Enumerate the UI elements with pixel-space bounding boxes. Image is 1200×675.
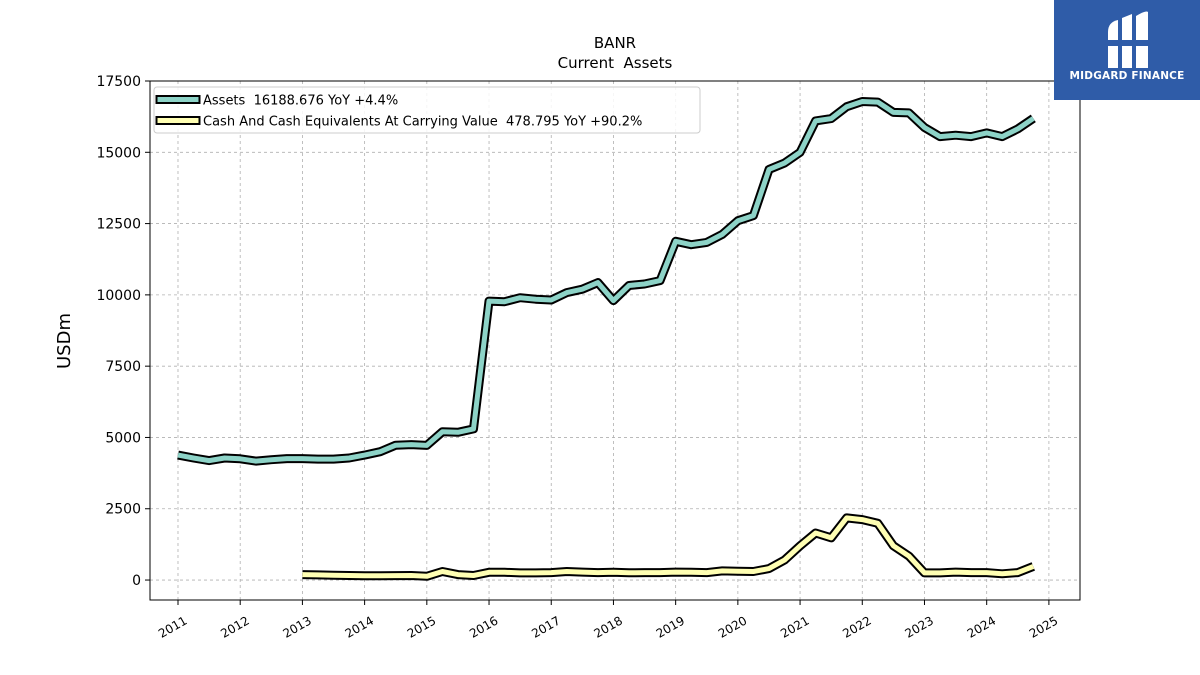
- x-tick-label: 2013: [280, 613, 313, 640]
- series-line-cash-outline: [302, 513, 1035, 581]
- x-tick-label: 2018: [591, 613, 624, 640]
- y-tick-label: 0: [132, 573, 141, 589]
- gridlines: [150, 80, 1080, 600]
- x-axis-ticks: 2011 2012 2013 2014 2015 2016 2017 2018 2019 2020…: [156, 600, 1060, 641]
- plot-frame: [149, 80, 1081, 601]
- chart-title: BANR: [594, 34, 636, 52]
- x-tick-label: 2022: [840, 613, 873, 640]
- series-line-assets: [177, 99, 1035, 464]
- series-line-assets-outline: [177, 97, 1036, 466]
- y-tick-label: 12500: [96, 217, 141, 233]
- x-tick-label: 2024: [965, 613, 998, 640]
- x-tick-label: 2019: [654, 613, 687, 640]
- legend: Assets 16188.676 YoY +4.4% Cash And Cash…: [153, 86, 701, 134]
- legend-label-assets: Assets 16188.676 YoY +4.4%: [203, 94, 398, 109]
- y-tick-label: 17500: [96, 74, 141, 90]
- series-line-cash: [302, 515, 1035, 579]
- x-tick-label: 2017: [529, 613, 562, 640]
- y-tick-label: 2500: [105, 502, 141, 518]
- x-tick-label: 2023: [903, 613, 936, 640]
- y-tick-label: 15000: [96, 145, 141, 161]
- x-tick-label: 2014: [343, 613, 376, 640]
- x-tick-label: 2020: [716, 613, 749, 640]
- x-tick-label: 2015: [405, 613, 438, 640]
- legend-label-cash: Cash And Cash Equivalents At Carrying Va…: [203, 115, 642, 130]
- brand-logo-text: MIDGARD FINANCE: [1069, 70, 1185, 82]
- chart-subtitle: Current Assets: [558, 54, 673, 72]
- y-axis-ticks: 0 2500 5000 7500 10000 12500 15000 17500: [96, 74, 150, 589]
- x-tick-label: 2025: [1027, 613, 1060, 640]
- series-lines: [177, 97, 1036, 581]
- y-axis-label: USDm: [54, 313, 75, 369]
- legend-frame: [153, 86, 701, 134]
- x-tick-label: 2016: [467, 613, 500, 640]
- y-tick-label: 7500: [105, 359, 141, 375]
- y-tick-label: 10000: [96, 288, 141, 304]
- x-tick-label: 2011: [156, 613, 189, 640]
- x-tick-label: 2012: [218, 613, 251, 640]
- brand-mark-icon: [1106, 11, 1150, 68]
- brand-logo: MIDGARD FINANCE: [1054, 0, 1200, 100]
- x-tick-label: 2021: [778, 613, 811, 640]
- y-tick-label: 5000: [105, 430, 141, 446]
